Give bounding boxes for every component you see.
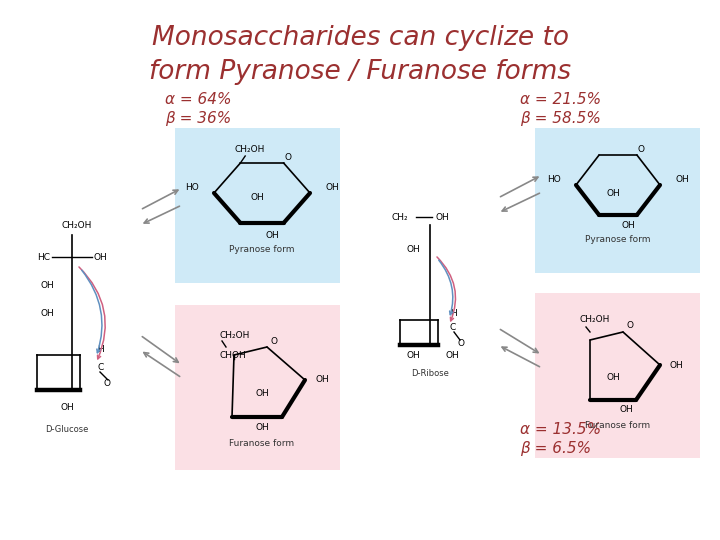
Text: OH: OH bbox=[670, 361, 684, 369]
FancyArrowPatch shape bbox=[438, 260, 453, 315]
Text: C: C bbox=[450, 323, 456, 333]
Text: OH: OH bbox=[606, 374, 620, 382]
Text: β = 58.5%: β = 58.5% bbox=[520, 111, 601, 125]
Text: OH: OH bbox=[445, 350, 459, 360]
Text: CHOH: CHOH bbox=[220, 350, 247, 360]
Text: OH: OH bbox=[255, 422, 269, 431]
Text: O: O bbox=[271, 336, 277, 346]
Text: Furanose form: Furanose form bbox=[585, 421, 651, 429]
Text: Pyranose form: Pyranose form bbox=[585, 234, 651, 244]
Text: OH: OH bbox=[325, 184, 338, 192]
FancyArrowPatch shape bbox=[79, 267, 105, 359]
Text: OH: OH bbox=[606, 188, 620, 198]
Text: CH₂OH: CH₂OH bbox=[580, 315, 611, 325]
Text: OH: OH bbox=[406, 350, 420, 360]
Text: HO: HO bbox=[547, 176, 561, 185]
Bar bbox=[175, 305, 340, 470]
Text: H: H bbox=[450, 308, 456, 318]
Text: OH: OH bbox=[315, 375, 329, 384]
Text: O: O bbox=[104, 379, 111, 388]
Text: D-Glucose: D-Glucose bbox=[45, 426, 89, 435]
FancyArrowPatch shape bbox=[82, 270, 102, 353]
Text: HC: HC bbox=[37, 253, 50, 261]
Text: O: O bbox=[457, 339, 464, 348]
Text: O: O bbox=[626, 321, 634, 330]
Text: H: H bbox=[97, 346, 104, 354]
Text: O: O bbox=[285, 152, 292, 161]
Text: OH: OH bbox=[436, 213, 450, 221]
Text: CH₂OH: CH₂OH bbox=[62, 220, 92, 230]
Text: OH: OH bbox=[40, 308, 54, 318]
FancyArrowPatch shape bbox=[437, 257, 456, 321]
Text: OH: OH bbox=[40, 280, 54, 289]
Text: α = 13.5%: α = 13.5% bbox=[520, 422, 601, 437]
Text: β = 36%: β = 36% bbox=[165, 111, 231, 125]
Text: α = 64%: α = 64% bbox=[165, 92, 232, 107]
Bar bbox=[175, 128, 340, 283]
Text: C: C bbox=[97, 363, 103, 373]
Text: OH: OH bbox=[60, 402, 74, 411]
Text: β = 6.5%: β = 6.5% bbox=[520, 441, 591, 456]
Text: O: O bbox=[638, 145, 644, 153]
Text: D-Ribose: D-Ribose bbox=[411, 368, 449, 377]
Text: Furanose form: Furanose form bbox=[230, 438, 294, 448]
Text: CH₂: CH₂ bbox=[392, 213, 408, 221]
Text: OH: OH bbox=[94, 253, 108, 261]
Text: OH: OH bbox=[675, 176, 689, 185]
Text: HO: HO bbox=[185, 184, 199, 192]
Text: Pyranose form: Pyranose form bbox=[229, 246, 294, 254]
Text: OH: OH bbox=[619, 406, 633, 415]
Bar bbox=[535, 128, 700, 273]
Text: form Pyranose / Furanose forms: form Pyranose / Furanose forms bbox=[149, 59, 571, 85]
Text: CH₂OH: CH₂OH bbox=[220, 330, 251, 340]
Text: α = 21.5%: α = 21.5% bbox=[520, 92, 601, 107]
Text: OH: OH bbox=[250, 193, 264, 202]
Text: OH: OH bbox=[621, 220, 635, 230]
Text: OH: OH bbox=[406, 246, 420, 254]
Text: Monosaccharides can cyclize to: Monosaccharides can cyclize to bbox=[151, 25, 569, 51]
Text: OH: OH bbox=[265, 231, 279, 240]
Text: OH: OH bbox=[255, 388, 269, 397]
Text: CH₂OH: CH₂OH bbox=[235, 145, 265, 153]
Bar bbox=[535, 293, 700, 458]
